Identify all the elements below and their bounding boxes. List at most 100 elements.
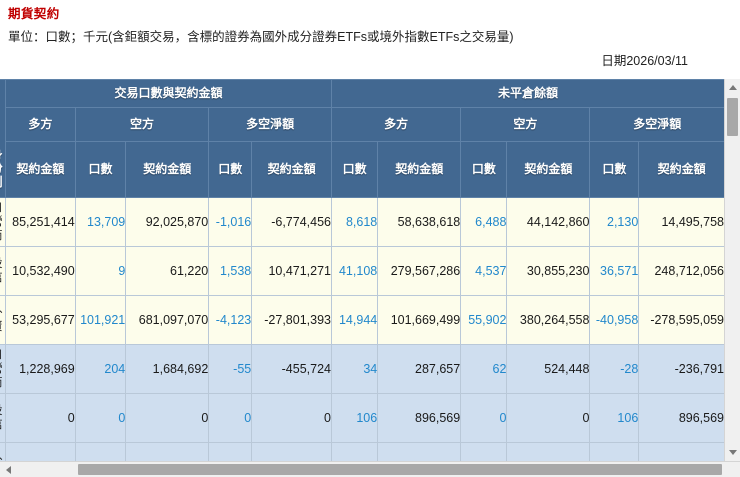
cell-amount: 92,025,870 xyxy=(125,197,210,247)
cell-lots: 0 xyxy=(460,393,508,443)
table-row: 1臺股期貨自營商85,251,41413,70992,025,870-1,016… xyxy=(0,197,725,247)
cell-lots: 9 xyxy=(74,246,127,296)
cell-amount: -236,791 xyxy=(638,344,725,394)
horizontal-scroll-thumb[interactable] xyxy=(78,464,722,475)
header-leaf-9: 口數 xyxy=(589,141,640,198)
header-leaf-10: 契約金額 xyxy=(638,141,725,198)
header-leaf-8: 契約金額 xyxy=(506,141,591,198)
cell-amount: 896,569 xyxy=(638,393,725,443)
cell-lots: -4,123 xyxy=(208,295,253,345)
cell-amount: 44,142,860 xyxy=(506,197,591,247)
cell-amount: 0 xyxy=(5,393,76,443)
cell-lots: 106 xyxy=(330,393,379,443)
cell-lots: -1,016 xyxy=(208,197,253,247)
cell-amount: 10,471,271 xyxy=(251,246,332,296)
horizontal-scrollbar[interactable] xyxy=(0,461,740,477)
cell-lots xyxy=(74,442,127,461)
cell-lots: 13,709 xyxy=(74,197,127,247)
table-row: 外資53,295,677101,921681,097,070-4,123-27,… xyxy=(0,295,725,345)
cell-lots: 55,902 xyxy=(460,295,508,345)
data-grid-viewport[interactable]: 序號 商品名稱 身份別 交易口數與契約金額 未平倉餘額 多方 空方 多空淨額 多… xyxy=(0,79,725,461)
header-leaf-3: 口數 xyxy=(208,141,253,198)
cell-amount: -278,595,059 xyxy=(638,295,725,345)
cell-lots: 0 xyxy=(74,393,127,443)
cell-amount: 279,567,286 xyxy=(377,246,462,296)
cell-amount xyxy=(251,442,332,461)
cell-lots: 4,537 xyxy=(460,246,508,296)
header-leaf-5: 口數 xyxy=(330,141,379,198)
cell-amount: 0 xyxy=(125,393,210,443)
unit-note: 單位：口數；千元(含鉅額交易，含標的證券為國外成分證券ETFs或境外指數ETFs… xyxy=(8,30,514,44)
cell-amount xyxy=(506,442,591,461)
cell-amount xyxy=(638,442,725,461)
header-group-openinterest: 未平倉餘額 xyxy=(331,79,725,108)
header-sub-trade-long: 多方 xyxy=(5,107,76,142)
cell-amount: 61,220 xyxy=(125,246,210,296)
header-leaf-2: 契約金額 xyxy=(125,141,210,198)
header-sub-oi-long: 多方 xyxy=(330,107,462,142)
cell-amount: 1,228,969 xyxy=(5,344,76,394)
header-group-trading: 交易口數與契約金額 xyxy=(5,79,332,108)
futures-data-table: 序號 商品名稱 身份別 交易口數與契約金額 未平倉餘額 多方 空方 多空淨額 多… xyxy=(0,79,725,461)
cell-lots: -40,958 xyxy=(589,295,640,345)
cell-lots xyxy=(589,442,640,461)
vertical-scroll-track[interactable] xyxy=(725,96,740,444)
cell-lots: 6,488 xyxy=(460,197,508,247)
scroll-up-arrow-icon[interactable] xyxy=(725,79,740,96)
cell-amount: -6,774,456 xyxy=(251,197,332,247)
header-sub-oi-short: 空方 xyxy=(460,107,591,142)
cell-amount: 53,295,677 xyxy=(5,295,76,345)
cell-amount: 681,097,070 xyxy=(125,295,210,345)
cell-lots: 101,921 xyxy=(74,295,127,345)
cell-lots xyxy=(208,442,253,461)
cell-amount: 10,532,490 xyxy=(5,246,76,296)
cell-amount: 30,855,230 xyxy=(506,246,591,296)
cell-lots: 2,130 xyxy=(589,197,640,247)
cell-lots: -28 xyxy=(589,344,640,394)
scroll-down-arrow-icon[interactable] xyxy=(725,444,740,461)
cell-lots: 106 xyxy=(589,393,640,443)
vertical-scroll-thumb[interactable] xyxy=(727,98,738,136)
header-leaf-7: 口數 xyxy=(460,141,508,198)
cell-lots xyxy=(460,442,508,461)
header-leaf-0: 契約金額 xyxy=(5,141,76,198)
cell-amount: 0 xyxy=(506,393,591,443)
scroll-left-arrow-icon[interactable] xyxy=(0,462,16,477)
header-row-leaves: 契約金額 口數 契約金額 口數 契約金額 口數 契約金額 口數 契約金額 口數 … xyxy=(0,141,725,198)
cell-amount: -455,724 xyxy=(251,344,332,394)
vertical-scrollbar[interactable] xyxy=(724,79,740,461)
header-leaf-4: 契約金額 xyxy=(251,141,332,198)
cell-lots: 14,944 xyxy=(330,295,379,345)
page-title: 期貨契約 xyxy=(8,7,60,21)
cell-amount xyxy=(125,442,210,461)
table-header: 序號 商品名稱 身份別 交易口數與契約金額 未平倉餘額 多方 空方 多空淨額 多… xyxy=(0,79,725,198)
cell-amount: 1,684,692 xyxy=(125,344,210,394)
cell-amount: -27,801,393 xyxy=(251,295,332,345)
cell-amount: 101,669,499 xyxy=(377,295,462,345)
cell-lots: 1,538 xyxy=(208,246,253,296)
cell-amount: 287,657 xyxy=(377,344,462,394)
cell-amount: 380,264,558 xyxy=(506,295,591,345)
table-row: 2電子期貨自營商1,228,9692041,684,692-55-455,724… xyxy=(0,344,725,394)
cell-amount: 85,251,414 xyxy=(5,197,76,247)
header-sub-trade-short: 空方 xyxy=(74,107,210,142)
cell-lots: 204 xyxy=(74,344,127,394)
header-row-subs: 多方 空方 多空淨額 多方 空方 多空淨額 xyxy=(0,107,725,142)
cell-amount: 58,638,618 xyxy=(377,197,462,247)
cell-lots: 0 xyxy=(208,393,253,443)
cell-lots: 41,108 xyxy=(330,246,379,296)
cell-amount: 14,495,758 xyxy=(638,197,725,247)
header-leaf-6: 契約金額 xyxy=(377,141,462,198)
cell-lots: -55 xyxy=(208,344,253,394)
header-leaf-1: 口數 xyxy=(74,141,127,198)
data-grid-scroll-content: 序號 商品名稱 身份別 交易口數與契約金額 未平倉餘額 多方 空方 多空淨額 多… xyxy=(0,79,725,461)
cell-lots: 34 xyxy=(330,344,379,394)
header-row-groups: 序號 商品名稱 身份別 交易口數與契約金額 未平倉餘額 xyxy=(0,79,725,198)
cell-lots: 8,618 xyxy=(330,197,379,247)
table-body: 1臺股期貨自營商85,251,41413,70992,025,870-1,016… xyxy=(0,197,725,461)
cell-lots: 62 xyxy=(460,344,508,394)
cell-amount xyxy=(5,442,76,461)
cell-amount xyxy=(377,442,462,461)
